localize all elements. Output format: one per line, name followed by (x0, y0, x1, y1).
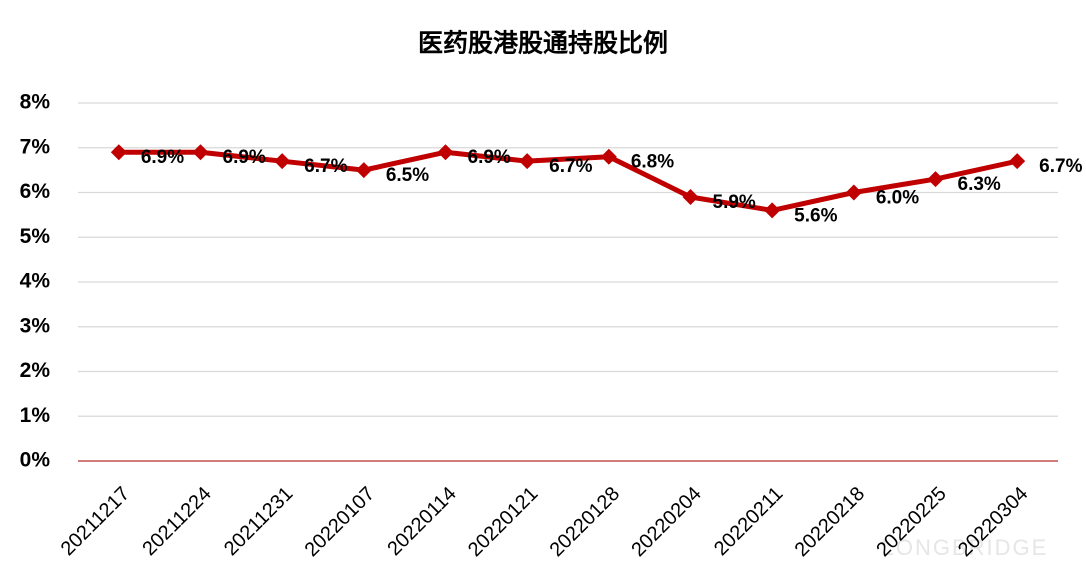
point-marker (600, 148, 617, 165)
data-label: 6.9% (468, 147, 511, 168)
data-label: 6.3% (958, 174, 1001, 195)
data-label: 6.0% (876, 188, 919, 209)
data-label: 5.6% (794, 205, 837, 226)
data-label: 6.7% (304, 156, 347, 177)
point-marker (437, 144, 454, 161)
data-label: 6.5% (386, 165, 429, 186)
point-marker (110, 144, 127, 161)
x-tick-label: 20220114 (383, 483, 460, 560)
point-marker (519, 153, 536, 170)
chart-title: 医药股港股通持股比例 (418, 29, 668, 58)
point-marker (682, 188, 699, 205)
x-tick-label: 20211224 (138, 483, 215, 560)
y-tick-label: 3% (20, 314, 51, 337)
y-tick-label: 0% (20, 449, 51, 472)
y-tick-label: 5% (20, 225, 51, 248)
y-tick-label: 8% (20, 91, 51, 114)
data-label: 6.7% (1039, 156, 1082, 177)
x-tick-label: 20220204 (627, 483, 705, 561)
x-tick-label: 20220107 (301, 483, 379, 561)
x-tick-label: 20211231 (220, 483, 297, 560)
point-marker (355, 162, 372, 179)
data-label: 6.8% (631, 152, 674, 173)
point-marker (192, 144, 209, 161)
x-tick-label: 20220218 (791, 483, 869, 561)
watermark: LONGBRIDGE (882, 535, 1049, 560)
y-tick-label: 4% (20, 270, 51, 293)
data-label: 6.9% (141, 147, 184, 168)
x-tick-label: 20211217 (57, 483, 134, 560)
y-tick-label: 2% (20, 359, 51, 382)
y-tick-label: 6% (20, 180, 51, 203)
data-label: 6.9% (223, 147, 266, 168)
point-marker (927, 171, 944, 188)
point-marker (1009, 153, 1026, 170)
y-tick-label: 7% (20, 135, 51, 158)
x-tick-label: 20220121 (464, 483, 542, 561)
data-label: 5.9% (713, 192, 756, 213)
point-marker (274, 153, 291, 170)
x-tick-label: 20220211 (710, 483, 787, 560)
x-tick-label: 20220128 (546, 483, 624, 561)
data-line (118, 149, 1018, 213)
y-tick-label: 1% (20, 404, 51, 427)
point-marker (845, 184, 862, 201)
point-marker (764, 202, 781, 219)
data-label: 6.7% (549, 156, 592, 177)
